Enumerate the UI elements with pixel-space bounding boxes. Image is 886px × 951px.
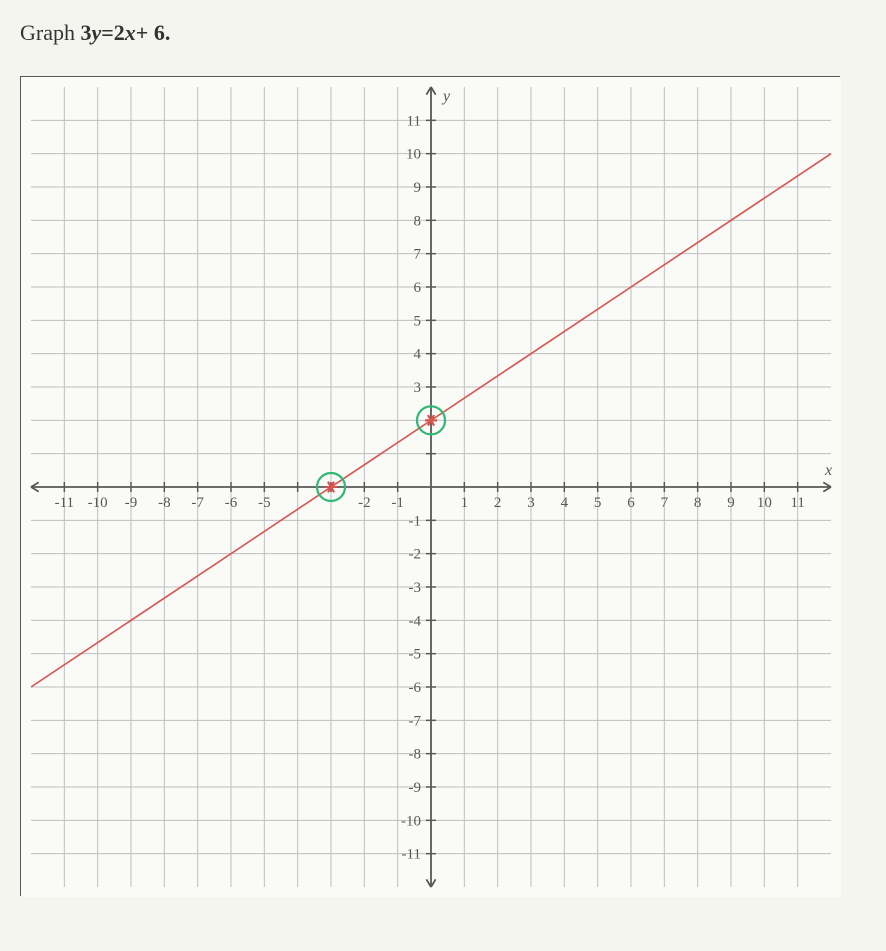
svg-text:7: 7 bbox=[661, 495, 669, 511]
svg-text:8: 8 bbox=[414, 213, 422, 229]
svg-text:-6: -6 bbox=[225, 495, 238, 511]
eq-const: + 6. bbox=[136, 20, 171, 45]
svg-text:-10: -10 bbox=[88, 495, 108, 511]
svg-text:3: 3 bbox=[414, 380, 422, 396]
svg-text:10: 10 bbox=[757, 495, 772, 511]
svg-text:-6: -6 bbox=[409, 680, 422, 696]
graph-chart: -11-10-9-8-7-6-5-2-112345678910111110987… bbox=[20, 76, 840, 896]
svg-text:10: 10 bbox=[406, 147, 421, 163]
svg-text:-1: -1 bbox=[391, 495, 404, 511]
svg-text:7: 7 bbox=[414, 247, 422, 263]
svg-text:-5: -5 bbox=[409, 647, 422, 663]
svg-text:5: 5 bbox=[594, 495, 602, 511]
svg-text:-8: -8 bbox=[158, 495, 171, 511]
svg-text:4: 4 bbox=[414, 347, 422, 363]
svg-text:-1: -1 bbox=[409, 513, 422, 529]
svg-text:11: 11 bbox=[407, 113, 421, 129]
problem-title: Graph 3y=2x+ 6. bbox=[20, 20, 866, 46]
svg-text:5: 5 bbox=[414, 313, 422, 329]
svg-text:4: 4 bbox=[561, 495, 569, 511]
svg-text:-3: -3 bbox=[409, 580, 422, 596]
svg-text:-10: -10 bbox=[401, 813, 421, 829]
svg-text:9: 9 bbox=[727, 495, 735, 511]
svg-text:6: 6 bbox=[414, 280, 422, 296]
title-prefix: Graph bbox=[20, 20, 80, 45]
svg-text:2: 2 bbox=[494, 495, 502, 511]
svg-text:8: 8 bbox=[694, 495, 702, 511]
svg-text:9: 9 bbox=[414, 180, 422, 196]
eq-coef1: 3 bbox=[80, 20, 91, 45]
svg-text:-11: -11 bbox=[55, 495, 74, 511]
svg-text:x: x bbox=[824, 462, 832, 479]
svg-text:1: 1 bbox=[461, 495, 469, 511]
eq-coef2: 2 bbox=[114, 20, 125, 45]
svg-text:6: 6 bbox=[627, 495, 635, 511]
chart-svg: -11-10-9-8-7-6-5-2-112345678910111110987… bbox=[21, 77, 841, 897]
svg-text:-2: -2 bbox=[358, 495, 371, 511]
svg-text:-8: -8 bbox=[409, 747, 422, 763]
eq-var2: x bbox=[125, 20, 136, 45]
svg-text:3: 3 bbox=[527, 495, 535, 511]
eq-var1: y bbox=[91, 20, 101, 45]
eq-equals: = bbox=[101, 20, 114, 45]
svg-text:y: y bbox=[441, 88, 451, 105]
svg-text:11: 11 bbox=[790, 495, 804, 511]
svg-text:-7: -7 bbox=[191, 495, 204, 511]
svg-text:-5: -5 bbox=[258, 495, 271, 511]
svg-text:-7: -7 bbox=[409, 713, 422, 729]
svg-text:-2: -2 bbox=[409, 547, 422, 563]
svg-text:-9: -9 bbox=[125, 495, 138, 511]
svg-text:-11: -11 bbox=[402, 847, 421, 863]
svg-text:-9: -9 bbox=[409, 780, 422, 796]
svg-text:-4: -4 bbox=[409, 613, 422, 629]
